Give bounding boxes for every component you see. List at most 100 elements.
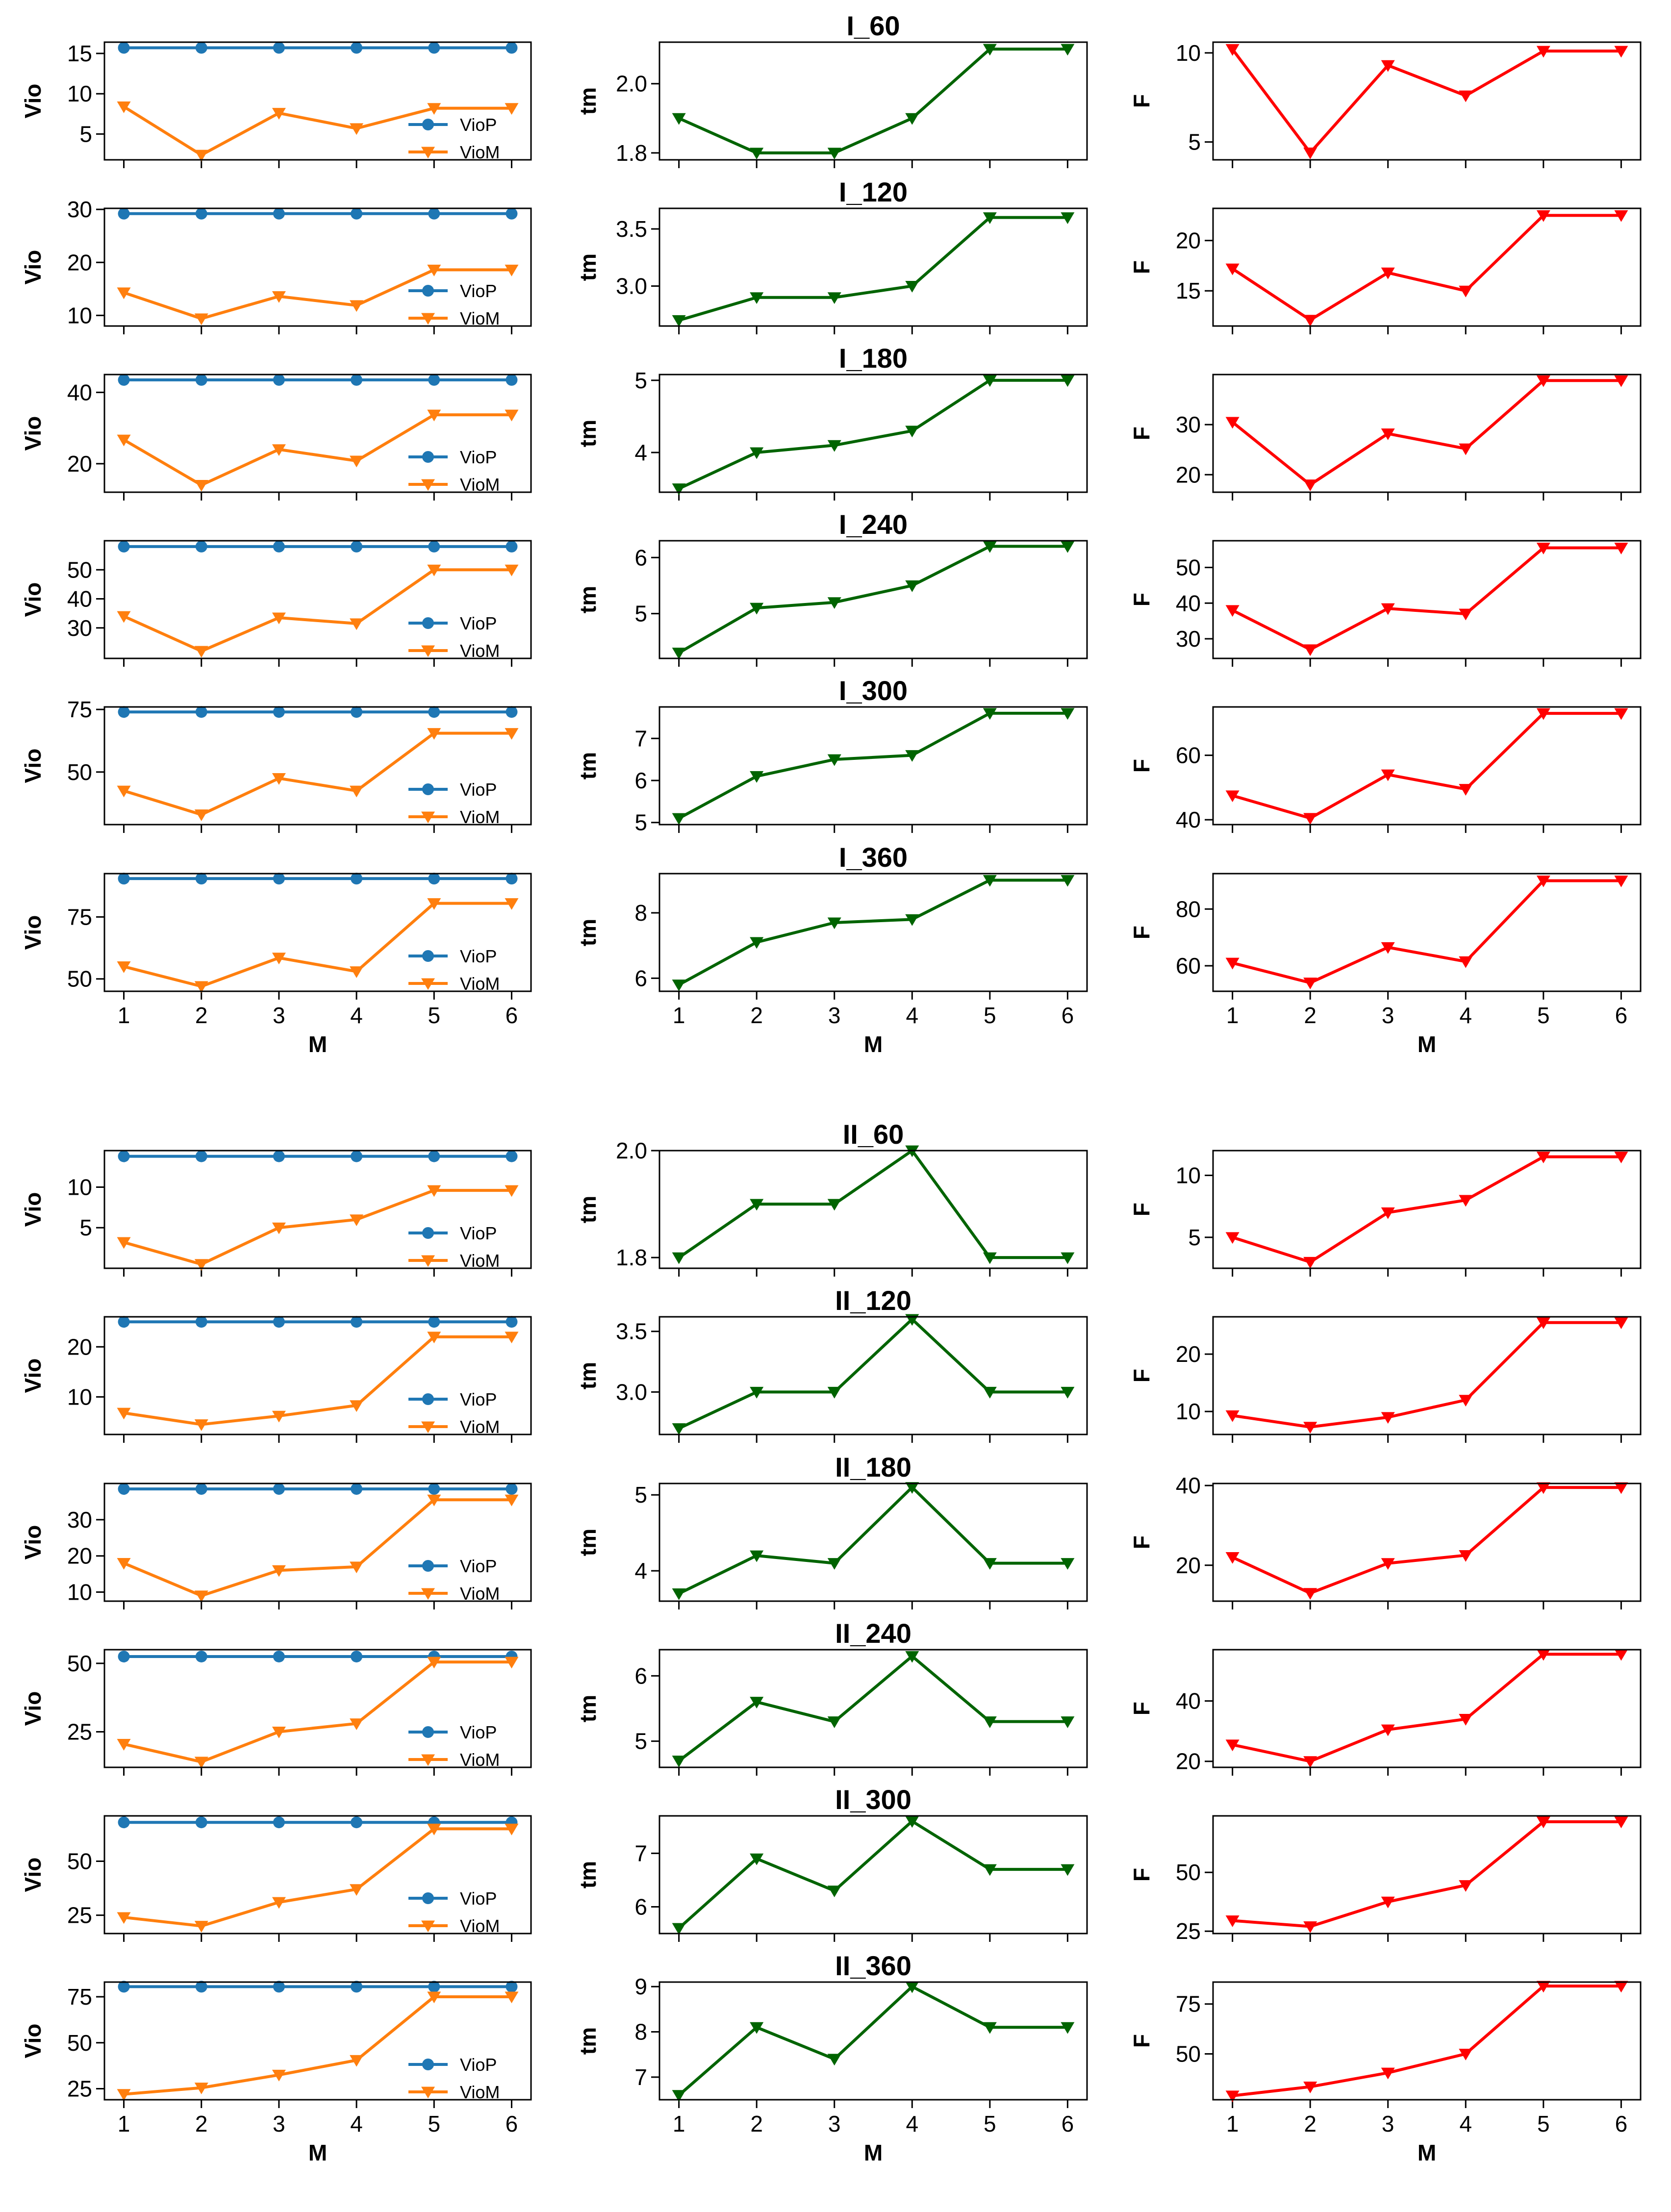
x-axis-label: M <box>864 2140 883 2165</box>
f-series-point-5 <box>1536 708 1550 720</box>
legend-viop-marker <box>422 1227 434 1239</box>
viop-series-point-4 <box>351 1650 363 1662</box>
viom-series-point-4 <box>350 785 364 798</box>
y-axis-label: Vio <box>20 416 46 451</box>
f-series-point-5 <box>1536 46 1550 58</box>
tm-series-point-4 <box>905 426 919 438</box>
viop-series-point-2 <box>195 706 207 718</box>
legend-viom-label: VioM <box>460 1916 500 1936</box>
tm-series-point-3 <box>827 440 841 452</box>
plot-frame <box>103 706 532 826</box>
y-axis-label: F <box>1129 427 1154 440</box>
f-series-point-6 <box>1614 1152 1628 1163</box>
viop-series-point-1 <box>118 1150 130 1162</box>
f-series-point-6 <box>1614 46 1628 58</box>
tm-series-point-2 <box>750 447 764 459</box>
viop-series-point-1 <box>118 540 130 553</box>
viop-series-point-4 <box>351 42 363 54</box>
f-series-point-6 <box>1614 875 1628 887</box>
y-tick-label: 8 <box>634 2019 647 2045</box>
viom-series-point-1 <box>117 1237 131 1249</box>
f-series-point-3 <box>1381 60 1395 72</box>
viop-series-point-1 <box>118 1650 130 1662</box>
panel-vio-7: 10 20 Vio VioP VioM <box>20 1316 532 1443</box>
tm-series-point-1 <box>672 2090 686 2102</box>
panel-vio-0: 5 10 15 Vio VioP VioM <box>20 41 532 168</box>
y-axis-label: Vio <box>20 1525 46 1560</box>
chart-title: I_240 <box>839 509 908 540</box>
panel-f-5: 60 80 1 2 3 4 5 6 M F <box>1129 873 1642 1057</box>
viop-series-point-4 <box>351 374 363 386</box>
x-tick-label: 1 <box>118 1003 130 1028</box>
tm-series-point-1 <box>672 648 686 659</box>
f-series <box>1232 1653 1621 1763</box>
panel-vio-8: 10 20 30 Vio VioP VioM <box>20 1483 532 1609</box>
f-series-point-4 <box>1459 1195 1473 1207</box>
y-tick-label: 10 <box>67 1174 92 1200</box>
plot-frame <box>658 374 1088 493</box>
viop-series-point-2 <box>195 1483 207 1495</box>
legend-viom-label: VioM <box>460 1251 500 1271</box>
tm-series-point-5 <box>983 1386 997 1399</box>
y-tick-label: 75 <box>67 904 92 930</box>
viom-series-point-3 <box>272 1565 286 1577</box>
y-tick-label: 50 <box>1176 2041 1201 2066</box>
y-axis-label: tm <box>575 87 601 115</box>
viom-series-point-4 <box>350 618 364 630</box>
y-tick-label: 3.5 <box>616 216 647 242</box>
tm-series-point-4 <box>905 113 919 125</box>
f-series-point-2 <box>1303 1756 1317 1768</box>
y-axis-label: F <box>1129 1868 1154 1882</box>
f-series-point-3 <box>1381 267 1395 279</box>
f-series <box>1232 1155 1621 1264</box>
tm-series-point-1 <box>672 980 686 991</box>
panel-vio-6: 5 10 Vio VioP VioM <box>20 1150 532 1277</box>
viop-series-point-6 <box>506 706 518 718</box>
viom-series-point-2 <box>194 981 208 993</box>
viom-series-point-1 <box>117 2089 131 2101</box>
viop-series-point-4 <box>351 1150 363 1162</box>
x-axis-label: M <box>1418 1031 1436 1057</box>
viom-series-point-2 <box>194 1921 208 1933</box>
f-series <box>1231 48 1621 154</box>
tm-series-point-6 <box>1061 708 1075 720</box>
x-tick-label: 6 <box>1615 2111 1628 2137</box>
y-tick-label: 40 <box>1176 807 1201 832</box>
y-axis-label: F <box>1129 1535 1154 1549</box>
tm-series-point-6 <box>1061 541 1075 553</box>
viom-series-point-3 <box>272 773 286 785</box>
viop-series-point-3 <box>273 540 285 553</box>
y-tick-label: 25 <box>1176 1918 1201 1944</box>
tm-series-point-4 <box>905 750 919 762</box>
tm-series-point-3 <box>827 1716 841 1728</box>
f-series-point-5 <box>1536 543 1550 554</box>
viop-series-point-6 <box>506 873 518 885</box>
y-tick-label: 3.0 <box>616 1379 647 1405</box>
x-tick-label: 3 <box>1382 2111 1394 2137</box>
viop-series-point-1 <box>118 873 130 885</box>
viom-series-point-1 <box>117 434 131 447</box>
x-tick-label: 2 <box>1304 1003 1317 1028</box>
x-tick-label: 5 <box>428 2111 440 2137</box>
viop-series-point-1 <box>118 1483 130 1495</box>
panel-tm-9: 5 6 tm <box>575 1649 1088 1776</box>
viop-series-point-5 <box>428 1150 440 1162</box>
plot-frame <box>658 1150 1088 1269</box>
tm-series <box>678 1985 1068 2097</box>
tm-series-point-4 <box>905 580 919 592</box>
legend-viom-label: VioM <box>460 974 500 994</box>
y-axis-label: F <box>1129 260 1154 274</box>
x-tick-label: 4 <box>906 2111 918 2137</box>
viop-series-point-5 <box>428 207 440 220</box>
f-series-point-1 <box>1225 1915 1240 1927</box>
y-tick-label: 10 <box>67 81 92 106</box>
legend-viop-label: VioP <box>460 613 497 633</box>
tm-series-point-2 <box>750 937 764 949</box>
tm-series-point-3 <box>827 917 841 930</box>
legend-viop-marker <box>422 950 434 962</box>
viom-series-point-5 <box>427 103 441 115</box>
viom-series-point-2 <box>194 1757 208 1769</box>
panel-f-6: 5 10 F <box>1129 1150 1642 1277</box>
chart-title: I_120 <box>839 176 908 207</box>
tm-series-point-5 <box>983 1558 997 1570</box>
